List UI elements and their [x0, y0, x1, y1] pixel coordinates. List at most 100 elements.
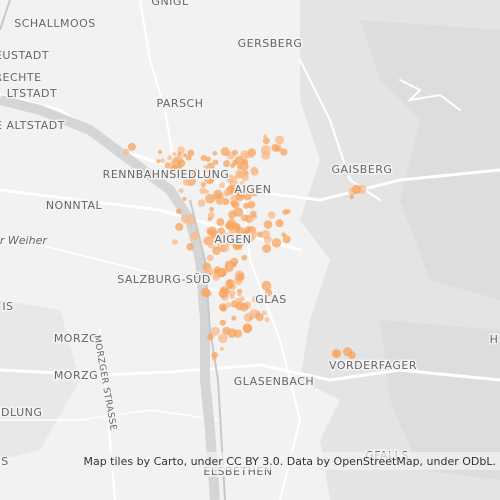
heat-dot — [233, 238, 244, 249]
heat-dot — [240, 150, 249, 159]
place-label: SCHALLMOOS — [14, 17, 96, 30]
heat-dot — [242, 202, 250, 209]
place-labels: GNIGL SCHALLMOOS GERSBERG EUSTADT RECHTE LTST… — [0, 0, 499, 480]
heat-dot — [228, 217, 234, 223]
heat-dot — [237, 292, 242, 297]
place-label: EUSTADT — [0, 49, 49, 62]
heat-dot — [223, 160, 231, 168]
heat-dot — [262, 244, 272, 253]
heat-dot — [285, 209, 291, 214]
heat-dot — [232, 149, 238, 156]
heat-dot — [248, 217, 254, 223]
heat-dot — [191, 168, 199, 177]
place-label: SALZBURG-SÜD — [117, 273, 211, 286]
heat-dot — [212, 159, 217, 165]
heat-dot — [261, 280, 272, 291]
place-label: RENNBAHNSIEDLUNG — [103, 168, 230, 181]
heat-dot — [235, 169, 245, 179]
heat-dot — [177, 146, 185, 155]
heat-dot — [264, 289, 273, 297]
heat-dot — [241, 254, 248, 261]
place-label: er Weiher — [0, 234, 48, 247]
heat-dot — [233, 207, 244, 217]
heat-dot — [187, 149, 195, 157]
heat-dot — [250, 210, 257, 218]
heat-dot — [227, 279, 233, 285]
heat-dot — [175, 208, 182, 215]
heat-dot — [251, 295, 259, 303]
heat-dot — [219, 346, 225, 352]
heat-dot — [222, 326, 231, 335]
heat-dot — [208, 177, 215, 183]
heat-dot — [271, 238, 282, 248]
place-label: MORZG — [54, 332, 98, 345]
heat-dot — [212, 246, 221, 255]
heat-dot — [275, 145, 282, 152]
heat-dot — [213, 189, 223, 199]
heat-dot — [267, 211, 276, 219]
heat-dot — [200, 181, 206, 188]
heat-dot — [188, 214, 194, 221]
heat-dot — [202, 164, 211, 173]
attribution-background — [90, 452, 500, 470]
place-label: GLAS — [255, 293, 286, 306]
heat-dot — [217, 241, 224, 248]
place-label: MORZG — [54, 369, 98, 382]
heat-dot — [226, 263, 234, 271]
heat-dot — [167, 155, 173, 161]
heat-dot — [220, 147, 230, 157]
heat-dot — [197, 199, 206, 208]
heat-dot — [211, 351, 218, 359]
heat-dot — [160, 158, 165, 163]
heat-dot — [239, 296, 245, 302]
heat-dot — [226, 174, 235, 183]
heat-dot — [236, 272, 245, 281]
heat-dot — [220, 286, 229, 295]
heat-dot — [169, 164, 180, 175]
place-label: IS — [2, 300, 13, 313]
heat-dot — [212, 150, 218, 156]
place-label: PARSCH — [156, 97, 203, 110]
heat-dot — [261, 150, 271, 160]
heat-dot — [227, 284, 233, 290]
heat-dot — [205, 193, 215, 204]
heat-dot — [331, 349, 342, 359]
heat-dot — [182, 196, 187, 201]
heat-dot — [199, 187, 207, 195]
heat-dot — [218, 333, 228, 344]
heat-dot — [247, 201, 256, 209]
heat-dot — [210, 230, 219, 239]
heat-dot — [262, 137, 270, 145]
place-label: RECHTE — [0, 71, 42, 84]
heat-dot — [275, 219, 284, 228]
heat-dot — [225, 302, 232, 309]
heat-dot — [282, 235, 291, 244]
heat-dot — [239, 180, 245, 186]
heat-dot — [216, 218, 225, 227]
heat-dot — [207, 216, 213, 222]
heat-dot — [235, 301, 245, 311]
heat-dot — [255, 313, 264, 322]
heat-dot — [182, 178, 190, 186]
heat-dot — [186, 243, 194, 251]
heat-dot — [222, 244, 230, 252]
heat-dot — [231, 315, 237, 321]
heat-dot — [235, 192, 245, 202]
heat-dot — [200, 287, 211, 298]
place-label: S — [1, 455, 8, 468]
heat-dot — [229, 290, 236, 297]
heat-dot — [204, 270, 211, 277]
heat-dot — [207, 333, 214, 341]
heat-dot — [207, 240, 216, 249]
heat-dot — [248, 229, 258, 240]
railway — [0, 0, 226, 500]
heat-dot — [280, 148, 288, 156]
heat-dot — [210, 326, 220, 336]
heat-dot — [230, 257, 239, 266]
heat-dot — [218, 182, 225, 189]
heat-dot — [172, 239, 178, 245]
heat-dot — [206, 254, 214, 262]
place-label: NONNTAL — [46, 199, 103, 212]
heat-dot — [230, 163, 235, 168]
